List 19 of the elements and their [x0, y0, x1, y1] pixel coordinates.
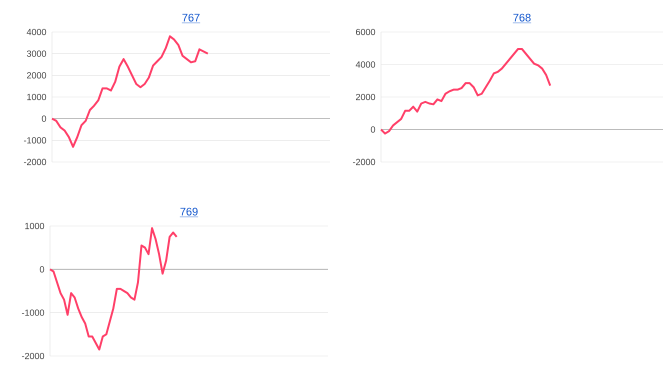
chart-title: 768 [513, 14, 531, 22]
y-tick-label: 4000 [26, 28, 46, 36]
y-tick-label: 1000 [27, 94, 46, 100]
y-tick-label: 0 [370, 126, 376, 133]
y-tick-label: 2000 [26, 72, 46, 79]
y-tick-label: 1000 [25, 222, 44, 230]
y-tick-label: -2000 [24, 158, 46, 166]
y-tick-label: 0 [42, 115, 46, 122]
y-tick-label: 0 [40, 266, 44, 273]
y-tick-label: 2000 [356, 94, 376, 100]
chart-title: 767 [182, 14, 200, 22]
y-tick-label: 4000 [356, 61, 376, 68]
y-tick-label: 6000 [356, 28, 376, 36]
y-tick-label: -1000 [22, 309, 44, 316]
chart-title: 769 [180, 208, 198, 216]
y-tick-label: -2000 [352, 158, 376, 166]
y-tick-label: -2000 [22, 352, 44, 360]
y-tick-label: -1000 [24, 137, 46, 144]
y-tick-label: 3000 [26, 50, 46, 57]
